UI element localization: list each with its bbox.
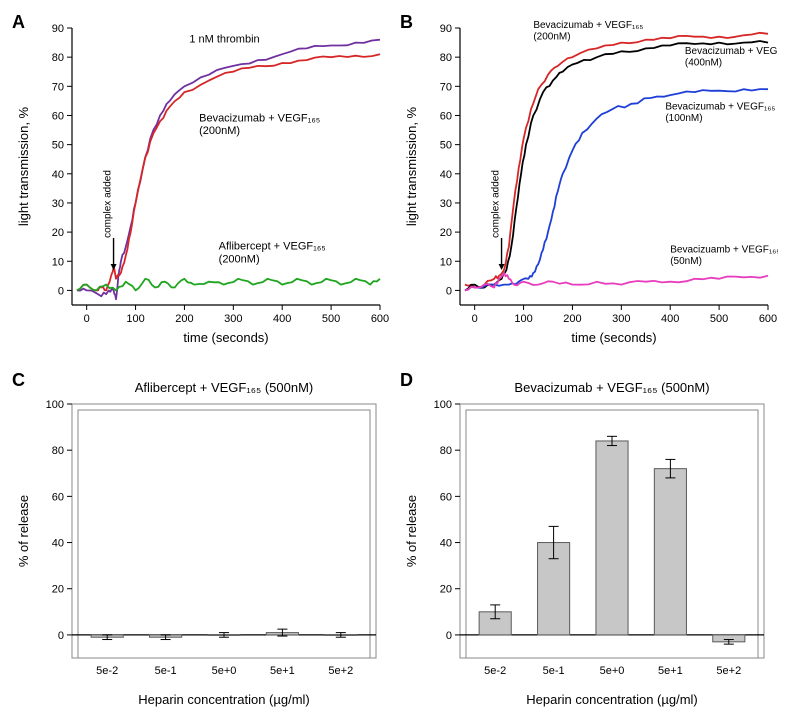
svg-text:5e+2: 5e+2 [328, 665, 353, 677]
svg-text:100: 100 [46, 399, 64, 411]
svg-text:40: 40 [440, 169, 452, 181]
svg-text:60: 60 [52, 110, 64, 122]
svg-text:% of release: % of release [16, 495, 31, 567]
panel-c-label: C [12, 370, 25, 391]
panel-a: A 0 10 20 30 40 50 60 70 80 90 0 100 200 300 400 500 600… [10, 10, 390, 360]
svg-text:20: 20 [52, 584, 64, 596]
svg-text:10: 10 [52, 256, 64, 268]
svg-text:10: 10 [440, 256, 452, 268]
svg-text:0: 0 [84, 313, 90, 325]
svg-text:5e+0: 5e+0 [600, 665, 625, 677]
svg-text:400: 400 [661, 313, 679, 325]
svg-text:1 nM thrombin: 1 nM thrombin [189, 34, 259, 46]
svg-text:200: 200 [563, 313, 581, 325]
svg-text:40: 40 [440, 538, 452, 550]
svg-text:80: 80 [52, 52, 64, 64]
panel-c: C Aflibercept + VEGF₁₆₅ (500nM) 0 20 40 60 80… [10, 368, 390, 718]
svg-text:600: 600 [371, 313, 389, 325]
svg-text:200: 200 [175, 313, 193, 325]
svg-text:time (seconds): time (seconds) [183, 330, 268, 345]
svg-text:0: 0 [58, 285, 64, 297]
svg-text:20: 20 [440, 584, 452, 596]
svg-text:90: 90 [52, 23, 64, 35]
panel-a-label: A [12, 12, 25, 33]
svg-text:100: 100 [514, 313, 532, 325]
svg-text:90: 90 [440, 23, 452, 35]
svg-text:50: 50 [440, 140, 452, 152]
panel-a-chart: 0 10 20 30 40 50 60 70 80 90 0 100 200 300 400 500 600 ti… [10, 10, 390, 360]
svg-text:80: 80 [440, 52, 452, 64]
panel-b-label: B [400, 12, 413, 33]
svg-text:0: 0 [58, 630, 64, 642]
panel-b-chart: 0 10 20 30 40 50 60 70 80 90 0 100 200 300 400 500 600 ti… [398, 10, 778, 360]
svg-text:Bevacizuamb + VEGF₁₆₅(50nM): Bevacizuamb + VEGF₁₆₅(50nM) [670, 245, 778, 268]
svg-text:% of release: % of release [404, 495, 419, 567]
svg-text:40: 40 [52, 169, 64, 181]
svg-text:80: 80 [440, 445, 452, 457]
svg-text:500: 500 [322, 313, 340, 325]
svg-text:30: 30 [52, 198, 64, 210]
svg-text:time (seconds): time (seconds) [571, 330, 656, 345]
svg-text:light transmission, %: light transmission, % [404, 106, 419, 226]
svg-text:300: 300 [612, 313, 630, 325]
svg-text:5e+0: 5e+0 [212, 665, 237, 677]
svg-text:600: 600 [759, 313, 777, 325]
svg-text:Bevacizumab + VEGF₁₆₅(200nM): Bevacizumab + VEGF₁₆₅(200nM) [533, 20, 643, 43]
svg-text:100: 100 [126, 313, 144, 325]
svg-text:30: 30 [440, 198, 452, 210]
svg-text:Heparin concentration (µg/ml): Heparin concentration (µg/ml) [526, 692, 698, 707]
svg-text:5e+1: 5e+1 [658, 665, 683, 677]
svg-text:60: 60 [52, 491, 64, 503]
svg-text:60: 60 [440, 491, 452, 503]
svg-text:100: 100 [434, 399, 452, 411]
svg-text:Heparin concentration (µg/ml): Heparin concentration (µg/ml) [138, 692, 310, 707]
svg-text:40: 40 [52, 538, 64, 550]
svg-text:Bevacizumab + VEGF₁₆₅(100nM): Bevacizumab + VEGF₁₆₅(100nM) [665, 102, 775, 125]
svg-text:60: 60 [440, 110, 452, 122]
svg-text:50: 50 [52, 140, 64, 152]
svg-text:70: 70 [52, 81, 64, 93]
panel-d-chart: Bevacizumab + VEGF₁₆₅ (500nM) 0 20 40 60 80 10… [398, 368, 778, 718]
svg-text:complex added: complex added [103, 170, 114, 238]
svg-text:0: 0 [446, 630, 452, 642]
svg-text:400: 400 [273, 313, 291, 325]
svg-text:Aflibercept + VEGF₁₆₅ (500nM): Aflibercept + VEGF₁₆₅ (500nM) [135, 380, 314, 395]
svg-text:0: 0 [472, 313, 478, 325]
svg-text:80: 80 [52, 445, 64, 457]
svg-text:5e+1: 5e+1 [270, 665, 295, 677]
panel-c-chart: Aflibercept + VEGF₁₆₅ (500nM) 0 20 40 60 80 10… [10, 368, 390, 718]
svg-text:0: 0 [446, 285, 452, 297]
svg-text:500: 500 [710, 313, 728, 325]
svg-text:5e-2: 5e-2 [96, 665, 118, 677]
panel-b: B 0 10 20 30 40 50 60 70 80 90 0 100 200 300 400 500 600… [398, 10, 778, 360]
svg-text:complex added: complex added [491, 170, 502, 238]
svg-text:Bevacizumab + VEGF₁₆₅ (500nM): Bevacizumab + VEGF₁₆₅ (500nM) [514, 380, 709, 395]
svg-text:300: 300 [224, 313, 242, 325]
svg-text:70: 70 [440, 81, 452, 93]
panel-d-label: D [400, 370, 413, 391]
panel-d: D Bevacizumab + VEGF₁₆₅ (500nM) 0 20 40 60 80… [398, 368, 778, 718]
svg-text:20: 20 [440, 227, 452, 239]
svg-text:20: 20 [52, 227, 64, 239]
svg-text:Bevacizumab + VEGF₁₆₅(400nM): Bevacizumab + VEGF₁₆₅(400nM) [685, 46, 778, 69]
svg-text:5e-1: 5e-1 [155, 665, 177, 677]
svg-text:5e-1: 5e-1 [543, 665, 565, 677]
svg-text:Bevacizumab + VEGF₁₆₅(200nM): Bevacizumab + VEGF₁₆₅(200nM) [199, 112, 320, 137]
svg-text:Aflibercept + VEGF₁₆₅(200nM): Aflibercept + VEGF₁₆₅(200nM) [219, 241, 326, 266]
svg-text:light transmission, %: light transmission, % [16, 106, 31, 226]
svg-text:5e+2: 5e+2 [716, 665, 741, 677]
figure-grid: A 01020304050607080900100200300400500600… [10, 10, 777, 718]
svg-text:5e-2: 5e-2 [484, 665, 506, 677]
